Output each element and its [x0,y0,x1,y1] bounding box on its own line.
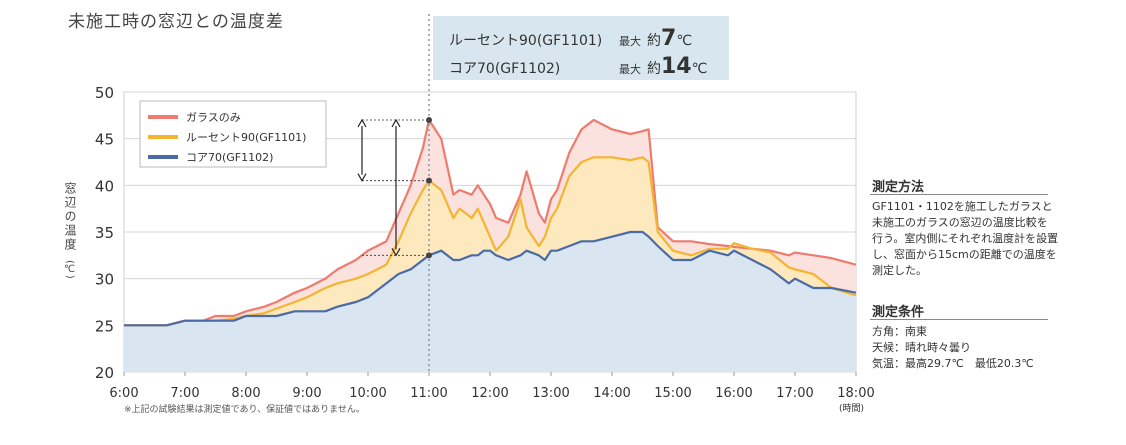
x-tick-label: 18:00 [837,386,874,401]
core-difference-arrow-head-bottom [391,248,401,257]
x-tick-label: 11:00 [410,386,447,401]
area-layer [124,120,856,372]
method-line: 未施工のガラスの窓辺の温度比較を [872,216,1048,229]
conditions-line: 天候：晴れ時々曇り [872,341,971,354]
callout-series-name: コア70(GF1102) [449,61,561,77]
method-line: GF1101・1102を施工したガラスと [872,200,1053,213]
y-tick-label: 50 [95,84,114,102]
legend-label-lucent: ルーセント90(GF1101) [186,131,306,144]
x-tick-label: 7:00 [170,386,199,401]
y-axis-label: 窓辺の温度 [63,182,77,252]
callout-series-name: ルーセント90(GF1101) [449,33,603,49]
callout-approx-label: 約 [647,61,661,77]
conditions-heading: 測定条件 [872,305,925,320]
reference-point [426,252,432,259]
x-tick-label: 6:00 [109,386,138,401]
x-tick-label: 17:00 [776,386,813,401]
series-area-core [124,232,856,372]
lucent-difference-arrow-head-top [357,118,367,128]
x-axis-unit: (時間) [839,404,865,414]
x-tick-label: 10:00 [349,386,386,401]
series-line-core [124,230,857,327]
callout-max-label: 最大 [619,35,641,48]
y-tick-label: 25 [95,317,114,335]
annotation-layer [357,14,432,372]
y-tick-label: 35 [95,224,114,242]
callout-row-core: コア70(GF1102) 最大 約14℃ [449,54,707,79]
conditions-text: 方角：南東 天候：晴れ時々曇り 気温：最高29.7℃ 最低20.3℃ [872,324,1034,372]
method-divider [870,194,1048,195]
callout-max-label: 最大 [619,63,641,76]
y-tick-label: 20 [95,364,114,382]
footnote: ※上記の試験結果は測定値であり、保証値ではありません。 [124,405,365,415]
conditions-line: 気温：最高29.7℃ 最低20.3℃ [872,357,1034,370]
x-tick-label: 13:00 [532,386,569,401]
method-line: し、窓面から15cmの距離での温度を [872,248,1057,261]
callout-unit: ℃ [676,33,693,49]
x-tick-label: 8:00 [231,386,260,401]
axis-layer: 20 25 30 35 40 45 50 6:00 7:00 8:00 9:00 10:00 11:00… [95,84,875,401]
x-tick-label: 12:00 [471,386,508,401]
series-line-glass [124,118,857,327]
lucent-difference-arrow-head-bottom [357,173,367,182]
callout-value: 7 [661,26,677,51]
reference-point [426,177,432,184]
y-axis-unit: (℃) [64,260,75,279]
method-line: 測定した。 [872,264,927,277]
x-tick-label: 9:00 [292,386,321,401]
conditions-divider [870,319,1048,320]
callout-row-lucent: ルーセント90(GF1101) 最大 約7℃ [449,26,692,51]
x-tick-label: 15:00 [654,386,691,401]
method-heading: 測定方法 [872,180,925,195]
conditions-line: 方角：南東 [872,325,927,338]
page-title: 未施工時の窓辺との温度差 [68,12,284,32]
callout-approx-label: 約 [647,33,661,49]
max-difference-callout: ルーセント90(GF1101) 最大 約7℃ コア70(GF1102) 最大 約14℃ [433,16,729,80]
y-tick-label: 45 [95,131,114,149]
reference-point [426,117,432,123]
callout-unit: ℃ [691,61,708,77]
y-tick-label: 40 [95,177,114,195]
y-tick-label: 30 [95,271,114,289]
series-line-lucent [124,156,857,327]
x-tick-label: 14:00 [593,386,630,401]
line-layer [124,118,857,327]
core-difference-arrow-head-top [391,118,401,128]
method-text: GF1101・1102を施工したガラスと 未施工のガラスの窓辺の温度比較を 行う… [872,199,1058,279]
method-line: 行う。室内側にそれぞれ温度計を設置 [872,232,1059,245]
callout-value: 14 [661,54,692,79]
legend-label-core: コア70(GF1102) [186,151,273,164]
x-tick-label: 16:00 [715,386,752,401]
legend-label-glass: ガラスのみ [186,111,241,124]
